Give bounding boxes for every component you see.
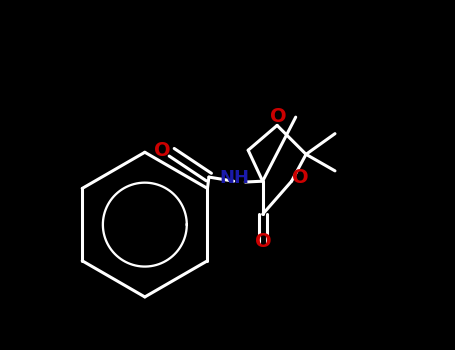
Text: O: O [154, 141, 171, 160]
Text: O: O [292, 168, 308, 187]
Text: NH: NH [219, 169, 249, 187]
Text: O: O [255, 232, 271, 251]
Text: O: O [270, 107, 287, 126]
